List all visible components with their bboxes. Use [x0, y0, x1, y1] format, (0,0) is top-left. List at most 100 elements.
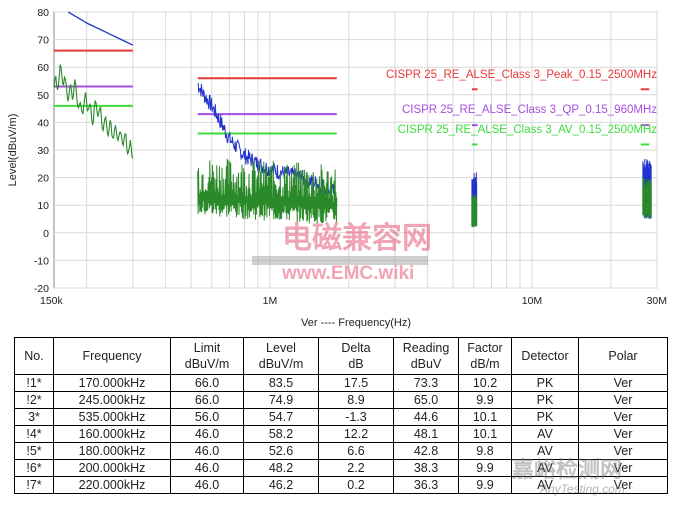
table-cell: 65.0: [393, 391, 459, 409]
x-tick-label: 1M: [263, 295, 278, 307]
grid: [54, 11, 658, 289]
table-cell: 74.9: [243, 391, 319, 409]
y-axis-label: Level(dBuV/m): [7, 114, 19, 187]
table-row: !1* 170.000kHz 66.0 83.5 17.5 73.3 10.2 PK Ver: [14, 374, 668, 392]
header-frequency: Frequency: [53, 337, 171, 375]
table-cell: PK: [511, 391, 579, 409]
table-cell: 10.2: [458, 374, 512, 392]
table-cell: 46.0: [170, 476, 244, 494]
table-cell: !5*: [14, 442, 54, 460]
y-tick-label: 70: [37, 35, 49, 47]
y-tick-label: 40: [37, 117, 49, 129]
table-cell: Ver: [578, 425, 668, 443]
x-tick-label: 30M: [647, 295, 667, 307]
table-cell: 48.2: [243, 459, 319, 477]
table-cell: 160.000kHz: [53, 425, 171, 443]
table-cell: 46.0: [170, 459, 244, 477]
table-cell: 200.000kHz: [53, 459, 171, 477]
table-cell: 58.2: [243, 425, 319, 443]
table-cell: !2*: [14, 391, 54, 409]
table-cell: 0.2: [318, 476, 394, 494]
emission-chart: -20 -10 0 10 20 30 40 50 60 70 80 150k 1M 10M 30M Lev…: [7, 7, 667, 329]
table-cell: !6*: [14, 459, 54, 477]
table-cell: AV: [511, 442, 579, 460]
table-cell: 83.5: [243, 374, 319, 392]
table-cell: Ver: [578, 374, 668, 392]
x-tick-label: 150k: [40, 295, 64, 307]
header-polar: Polar: [578, 337, 668, 375]
table-cell: 44.6: [393, 408, 459, 426]
table-cell: 46.0: [170, 442, 244, 460]
table-cell: PK: [511, 374, 579, 392]
table-cell: PK: [511, 408, 579, 426]
table-cell: 52.6: [243, 442, 319, 460]
table-body: !1* 170.000kHz 66.0 83.5 17.5 73.3 10.2 PK Ver !2…: [14, 374, 668, 494]
table-cell: 46.2: [243, 476, 319, 494]
table-row: !6* 200.000kHz 46.0 48.2 2.2 38.3 9.9 AV Ver: [14, 459, 668, 477]
table-cell: 2.2: [318, 459, 394, 477]
table-cell: !4*: [14, 425, 54, 443]
average-trace-band2: [197, 158, 338, 224]
limit-lines: [54, 49, 650, 146]
results-table: No. Frequency Limit dBuV/m Level dBuV/m De…: [14, 337, 668, 494]
table-cell: 48.1: [393, 425, 459, 443]
table-cell: 3*: [14, 408, 54, 426]
table-cell: Ver: [578, 391, 668, 409]
table-cell: 9.8: [458, 442, 512, 460]
table-cell: 6.6: [318, 442, 394, 460]
peak-trace-band1: [67, 11, 134, 46]
table-cell: 220.000kHz: [53, 476, 171, 494]
table-cell: 17.5: [318, 374, 394, 392]
y-tick-label: 50: [37, 90, 49, 102]
table-cell: 170.000kHz: [53, 374, 171, 392]
table-cell: !1*: [14, 374, 54, 392]
table-cell: AV: [511, 459, 579, 477]
table-cell: 54.7: [243, 408, 319, 426]
x-axis-label: Ver ---- Frequency(Hz): [301, 317, 411, 329]
table-cell: 535.000kHz: [53, 408, 171, 426]
y-tick-label: 20: [37, 173, 49, 185]
header-level: Level dBuV/m: [243, 337, 319, 375]
header-reading: Reading dBuV: [393, 337, 459, 375]
table-row: 3* 535.000kHz 56.0 54.7 -1.3 44.6 10.1 PK Ver: [14, 408, 668, 426]
table-row: !5* 180.000kHz 46.0 52.6 6.6 42.8 9.8 AV Ver: [14, 442, 668, 460]
table-cell: -1.3: [318, 408, 394, 426]
header-factor: Factor dB/m: [458, 337, 512, 375]
table-cell: AV: [511, 425, 579, 443]
table-cell: 9.9: [458, 391, 512, 409]
table-cell: Ver: [578, 459, 668, 477]
average-trace-band1: [53, 64, 134, 159]
table-row: !2* 245.000kHz 66.0 74.9 8.9 65.0 9.9 PK Ver: [14, 391, 668, 409]
y-axis-ticks: -20 -10 0 10 20 30 40 50 60 70 80: [34, 7, 49, 295]
watermark-bar: [252, 256, 428, 265]
traces: [53, 11, 652, 228]
header-no: No.: [14, 337, 54, 375]
table-cell: 38.3: [393, 459, 459, 477]
limit-label-av: CISPR 25_RE_ALSE_Class 3_AV_0.15_2500MHz: [398, 124, 658, 136]
table-cell: 46.0: [170, 425, 244, 443]
y-tick-label: 0: [43, 228, 49, 240]
header-limit: Limit dBuV/m: [170, 337, 244, 375]
x-axis-ticks: 150k 1M 10M 30M: [40, 295, 667, 307]
limit-label-peak: CISPR 25_RE_ALSE_Class 3_Peak_0.15_2500M…: [386, 69, 657, 81]
y-tick-label: -10: [34, 255, 49, 267]
header-detector: Detector: [511, 337, 579, 375]
table-cell: 9.9: [458, 476, 512, 494]
y-tick-label: -20: [34, 283, 49, 295]
y-tick-label: 80: [37, 7, 49, 19]
table-row: !7* 220.000kHz 46.0 46.2 0.2 36.3 9.9 AV Ver: [14, 476, 668, 494]
y-tick-label: 30: [37, 145, 49, 157]
y-tick-label: 60: [37, 62, 49, 74]
table-cell: 9.9: [458, 459, 512, 477]
table-cell: AV: [511, 476, 579, 494]
header-delta: Delta dB: [318, 337, 394, 375]
y-tick-label: 10: [37, 200, 49, 212]
limit-label-qp: CISPR 25_RE_ALSE_Class 3_QP_0.15_960MHz: [402, 104, 657, 116]
table-cell: 10.1: [458, 425, 512, 443]
table-cell: 10.1: [458, 408, 512, 426]
table-cell: 56.0: [170, 408, 244, 426]
table-cell: 245.000kHz: [53, 391, 171, 409]
table-cell: 8.9: [318, 391, 394, 409]
x-tick-label: 10M: [522, 295, 542, 307]
table-cell: Ver: [578, 408, 668, 426]
